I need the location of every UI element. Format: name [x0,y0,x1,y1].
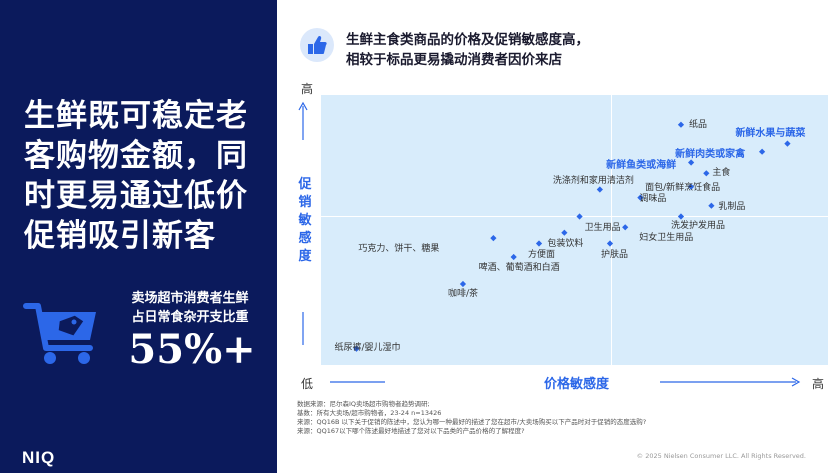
y-axis-title-glyph: 销 [298,195,312,210]
headline: 生鲜既可稳定老 客购物金额，同 时更易通过低价 促销吸引新客 [24,96,264,256]
y-axis-title-glyph: 度 [298,249,312,264]
y-axis-arrowhead [298,101,308,111]
headline-line: 促销吸引新客 [24,218,216,254]
point-label: 面包/新鲜烹饪食品 [645,182,721,193]
vertical-divider [611,95,612,365]
x-axis-low-label: 低 [301,377,314,391]
point-label: 卫生用品 [584,222,621,233]
stat-label-line: 占日常食杂开支比重 [131,310,249,325]
point-label: 方便面 [528,249,556,260]
footnote-line: 基数：所有大卖场/超市购物者，23-24 n=13426 [297,409,442,417]
brand-logo: NIQ [22,448,56,467]
scatter-point [687,159,695,166]
footnote-line: 数据来源：尼尔森IQ卖场超市购物者趋势调研; [297,400,430,408]
headline-line: 生鲜既可稳定老 [24,98,248,134]
scatter-point [576,213,583,220]
point-label: 啤酒、葡萄酒和白酒 [478,263,560,273]
headline-line: 客购物金额，同 [24,138,248,174]
scatter-point [708,202,715,209]
y-axis-title-glyph: 敏 [298,213,312,228]
y-axis-title-glyph: 感 [298,231,312,246]
point-label: 妇女卫生用品 [639,233,694,244]
chart-title-line: 相较于标品更易撬动消费者因价来店 [346,52,562,68]
stat-label-line: 卖场超市消费者生鲜 [131,291,249,306]
scatter-point [677,213,685,220]
point-label: 纸尿裤/婴儿湿巾 [334,342,401,353]
scatter-point [459,280,467,288]
point-label: 巧克力、饼干、糖果 [358,244,440,255]
chart-title: 生鲜主食类商品的价格及促销敏感度高， 相较于标品更易撬动消费者因价来店 [346,30,766,70]
scatter-point [353,345,360,352]
shopping-cart-tag-icon [23,303,96,364]
x-axis-high-label: 高 [812,377,825,391]
scatter-point [606,240,614,247]
stat-label: 卖场超市消费者生鲜 占日常食杂开支比重 [110,289,270,327]
point-label: 洗发护发用品 [670,220,725,231]
chart-title-line: 生鲜主食类商品的价格及促销敏感度高， [346,32,589,48]
y-axis-title-char: 促销敏感度 [297,176,313,266]
point-label: 护肤品 [600,249,628,260]
scatter-point [596,186,603,193]
point-label: 洗涤剂和家用清洁剂 [552,175,634,186]
point-label: 主食 [712,168,731,179]
y-axis-high-label: 高 [301,82,314,96]
point-label: 包装饮料 [547,238,584,249]
copyright: © 2025 Nielsen Consumer LLC. All Rights … [636,452,806,460]
point-label: 纸品 [688,119,707,130]
plot-area [321,95,828,365]
point-label: 调味品 [639,193,667,204]
y-axis-title: 促销敏感度 [297,176,313,266]
scatter-point [758,148,766,155]
scatter-point [784,140,791,147]
point-label: 乳制品 [718,201,746,212]
x-axis-arrowhead [791,377,801,387]
point-label: 新鲜肉类或家禽 [675,148,746,160]
scatter-point [561,229,568,236]
scatter-point [703,170,710,177]
scatter-point [510,253,517,261]
point-label: 咖啡/茶 [447,289,478,299]
scatter-point [677,121,685,128]
point-label: 新鲜鱼类或海鲜 [606,159,677,171]
footnote: 数据来源：尼尔森IQ卖场超市购物者趋势调研; 基数：所有大卖场/超市购物者，23… [297,400,817,436]
footnote-line: 来源：QQ16B 以下关于促销的陈述中，您认为哪一种最好的描述了您在超市/大卖场… [297,418,647,426]
y-axis-title-glyph: 促 [298,177,312,192]
thumbs-up-icon [300,28,334,62]
point-label: 新鲜水果与蔬菜 [735,127,806,139]
headline-line: 时更易通过低价 [24,178,248,214]
scatter-point [622,224,629,231]
left-panel: 生鲜既可稳定老 客购物金额，同 时更易通过低价 促销吸引新客 卖场超市消费者生鲜… [0,0,277,473]
x-axis-title: 价格敏感度 [544,377,610,392]
scatter-point [535,240,543,247]
horizontal-divider [321,216,828,217]
scatter-point [490,234,497,242]
footnote-line: 来源：QQ167以下哪个陈述最好地描述了您对以下品类的产品价格的了解程度? [297,427,525,435]
stat-value: 55%+ [128,326,256,373]
